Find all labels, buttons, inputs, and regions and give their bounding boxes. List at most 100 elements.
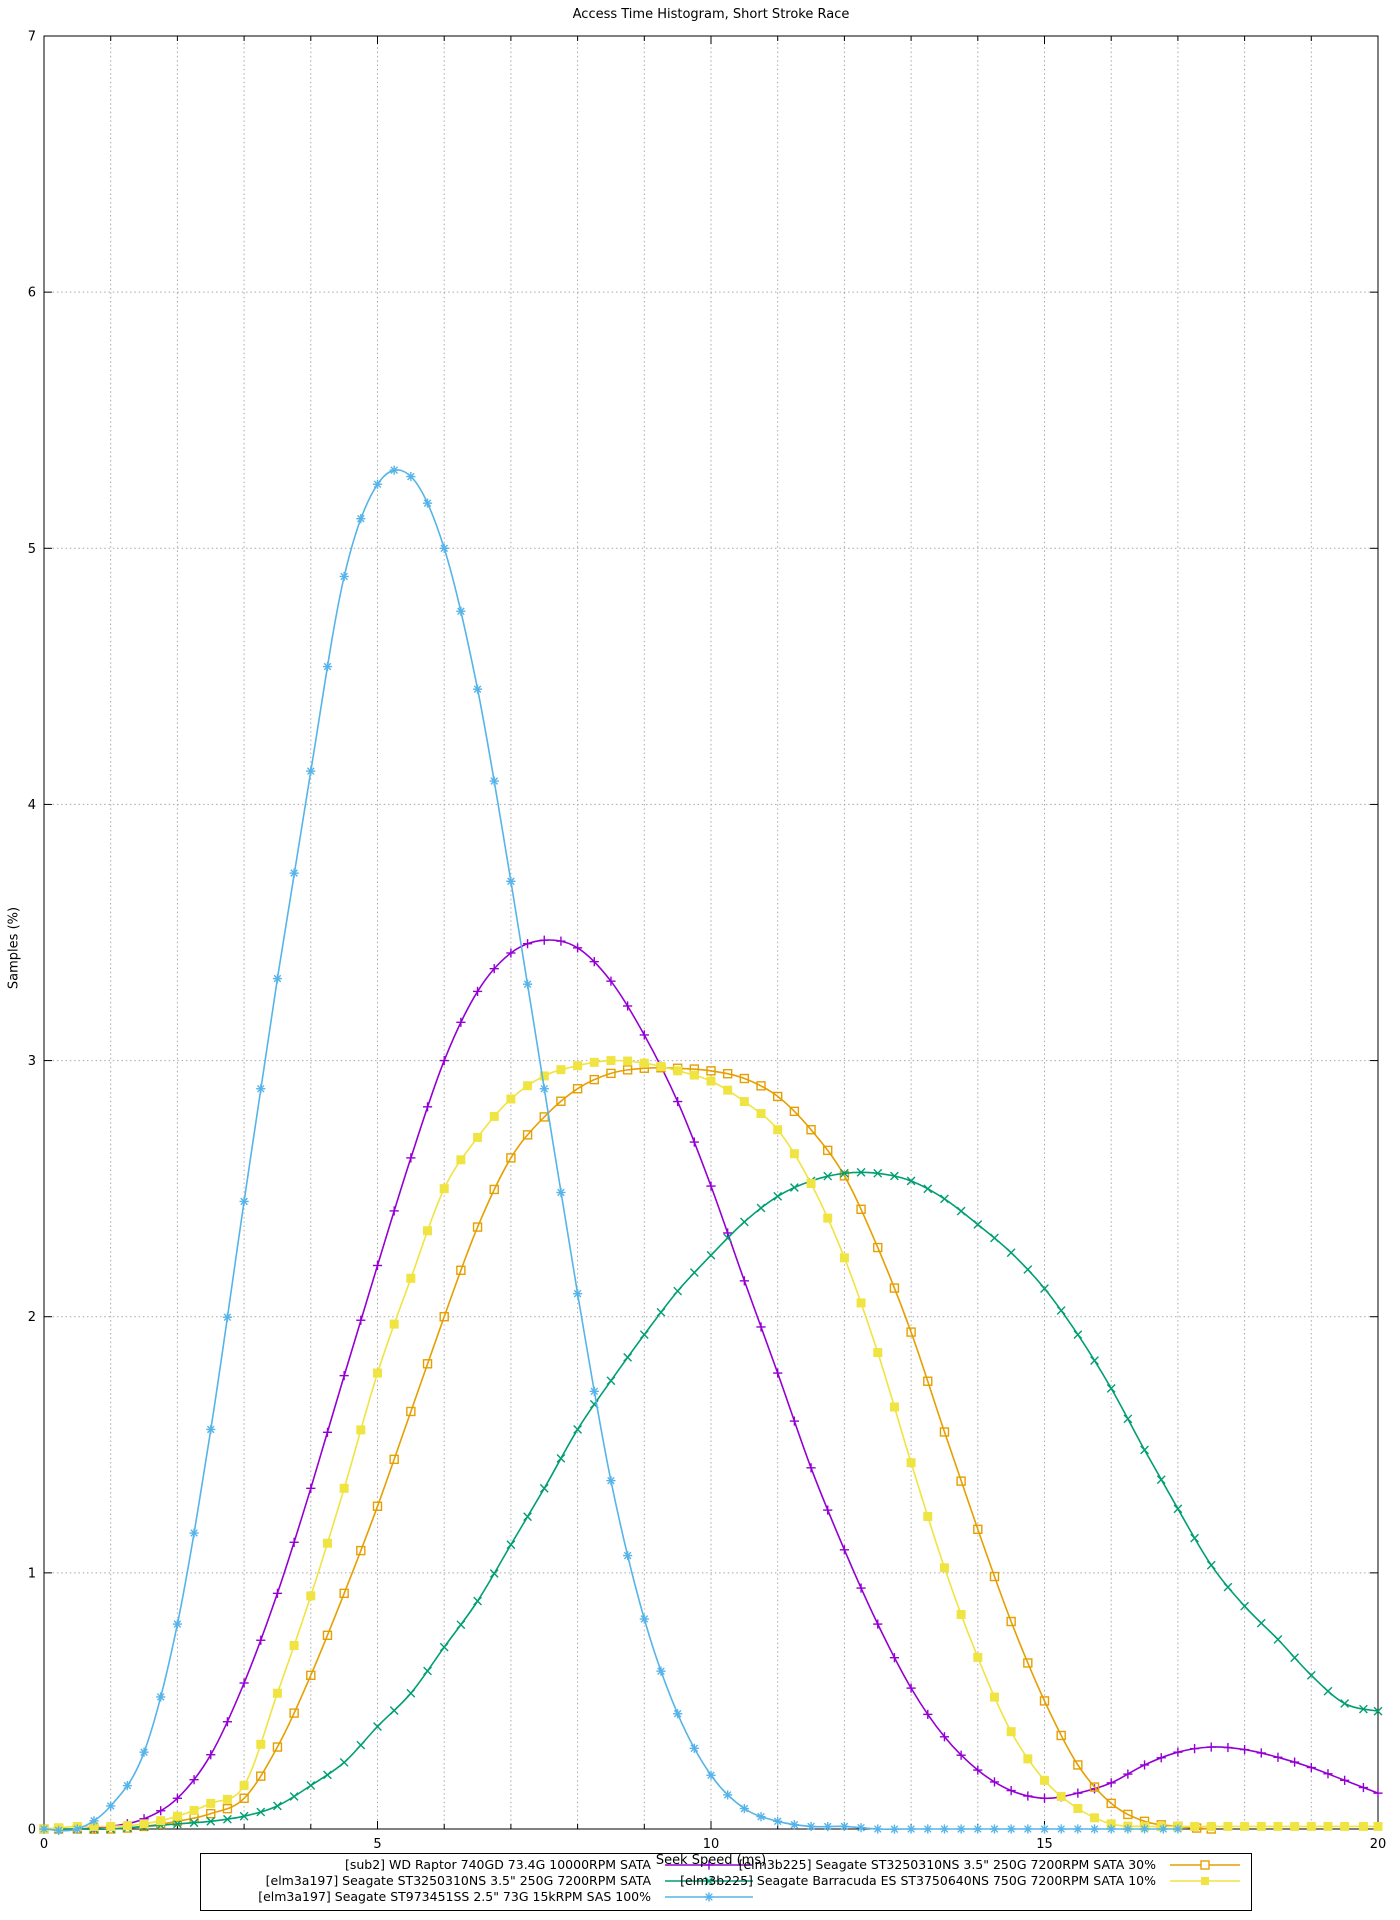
marker-stroke xyxy=(373,1722,382,1731)
marker-stroke xyxy=(1240,1601,1250,1611)
marker-square xyxy=(456,1265,466,1275)
marker-square xyxy=(406,1406,416,1417)
marker-square xyxy=(172,1811,182,1821)
marker-stroke xyxy=(673,1286,683,1296)
marker-stroke xyxy=(457,607,465,616)
marker-square xyxy=(939,1427,950,1437)
marker-stroke xyxy=(973,1825,982,1833)
marker-square xyxy=(106,1821,116,1831)
marker-stroke xyxy=(990,1825,999,1833)
marker-square xyxy=(1073,1760,1083,1770)
marker-square xyxy=(589,1057,599,1067)
marker-stroke xyxy=(1090,1825,1099,1833)
marker-square xyxy=(689,1070,699,1080)
marker-square xyxy=(789,1106,800,1117)
marker-stroke xyxy=(1073,1330,1083,1340)
marker-stroke xyxy=(1124,1825,1132,1833)
marker-square xyxy=(923,1512,933,1522)
marker-stroke xyxy=(306,767,315,775)
marker-stroke xyxy=(773,1191,783,1201)
marker-square xyxy=(1089,1782,1100,1792)
marker-square xyxy=(756,1109,766,1119)
marker-square xyxy=(472,1222,483,1232)
y-tick-label: 0 xyxy=(28,1823,36,1838)
marker-square xyxy=(1373,1821,1383,1831)
marker-stroke xyxy=(1340,1699,1350,1708)
marker-square xyxy=(373,1368,382,1378)
marker-stroke xyxy=(639,1330,649,1340)
marker-stroke xyxy=(240,1197,248,1206)
marker-square xyxy=(222,1794,232,1804)
marker-square xyxy=(606,1068,616,1079)
marker-square xyxy=(806,1125,816,1135)
marker-square xyxy=(539,1071,549,1081)
marker-square xyxy=(856,1298,866,1308)
marker-square xyxy=(272,1688,282,1698)
marker-square xyxy=(89,1821,99,1831)
series-line-4 xyxy=(43,469,1178,1832)
marker-square xyxy=(289,1641,299,1651)
marker-stroke xyxy=(40,1825,48,1833)
marker-stroke xyxy=(773,1817,782,1826)
marker-square xyxy=(639,1058,649,1068)
marker-stroke xyxy=(1106,1384,1116,1393)
marker-stroke xyxy=(706,1250,716,1260)
marker-square xyxy=(322,1538,332,1548)
marker-square xyxy=(889,1283,900,1293)
marker-square xyxy=(1256,1821,1266,1831)
marker-square xyxy=(973,1524,983,1535)
marker-square xyxy=(572,1084,583,1094)
marker-square xyxy=(606,1056,616,1066)
marker-stroke xyxy=(923,1825,932,1833)
marker-square xyxy=(956,1609,966,1619)
marker-stroke xyxy=(340,572,348,581)
marker-stroke xyxy=(1206,1560,1216,1570)
marker-square xyxy=(1290,1821,1300,1831)
marker-square xyxy=(956,1476,966,1486)
marker-stroke xyxy=(1023,1265,1033,1274)
marker-stroke xyxy=(256,1084,265,1093)
marker-stroke xyxy=(1090,1356,1099,1365)
marker-stroke xyxy=(790,1820,799,1829)
marker-square xyxy=(1056,1730,1066,1741)
marker-stroke xyxy=(823,1171,833,1181)
marker-stroke xyxy=(1223,1582,1233,1592)
marker-square xyxy=(406,1273,416,1283)
marker-stroke xyxy=(356,1740,366,1750)
marker-stroke xyxy=(689,1268,699,1277)
marker-square xyxy=(989,1571,1000,1582)
x-tick-label: 0 xyxy=(40,1837,48,1852)
marker-stroke xyxy=(656,1307,666,1317)
marker-square xyxy=(1240,1821,1250,1831)
marker-square xyxy=(222,1803,233,1814)
marker-stroke xyxy=(256,1807,266,1817)
marker-square xyxy=(339,1483,349,1493)
marker-square xyxy=(939,1563,949,1573)
marker-square xyxy=(372,1501,383,1511)
marker-stroke xyxy=(540,1084,549,1093)
marker-square xyxy=(356,1425,366,1435)
marker-stroke xyxy=(1156,1475,1166,1485)
marker-stroke xyxy=(73,1825,82,1833)
marker-square xyxy=(889,1402,899,1412)
marker-square xyxy=(1206,1821,1216,1831)
marker-stroke xyxy=(957,1825,965,1833)
legend-sample xyxy=(1170,1877,1240,1885)
marker-stroke xyxy=(1107,1825,1116,1833)
marker-square xyxy=(389,1454,399,1465)
marker-stroke xyxy=(323,1770,332,1780)
marker-square xyxy=(1106,1798,1116,1809)
marker-stroke xyxy=(456,1620,466,1630)
marker-stroke xyxy=(523,1512,532,1522)
marker-square xyxy=(823,1145,833,1156)
marker-square xyxy=(506,1094,516,1104)
marker-stroke xyxy=(857,1823,865,1832)
marker-square xyxy=(673,1066,683,1076)
marker-stroke xyxy=(423,499,432,507)
y-tick-label: 6 xyxy=(28,286,36,301)
marker-square xyxy=(906,1458,916,1468)
marker-stroke xyxy=(1306,1670,1316,1680)
marker-stroke xyxy=(556,1453,566,1463)
marker-stroke xyxy=(990,1233,999,1243)
legend-label: [elm3a197] Seagate ST3250310NS 3.5" 250G… xyxy=(265,1873,651,1888)
